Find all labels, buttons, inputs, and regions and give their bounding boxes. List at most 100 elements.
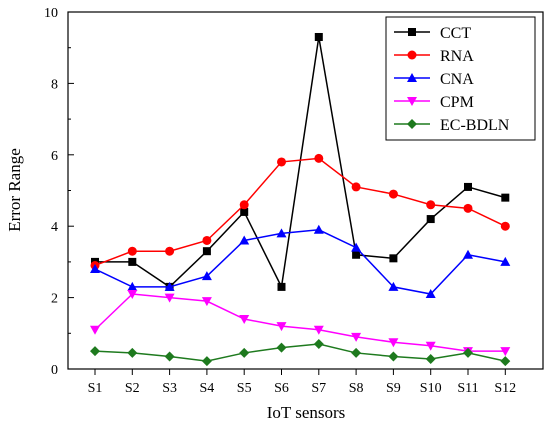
data-point — [90, 346, 100, 357]
data-point — [351, 242, 362, 252]
x-tick-label: S1 — [88, 381, 103, 396]
legend-label: CNA — [440, 71, 474, 88]
x-tick-label: S6 — [274, 381, 289, 396]
data-point — [313, 224, 324, 234]
data-point — [90, 264, 100, 274]
y-tick-label: 10 — [44, 6, 58, 21]
data-point — [388, 351, 399, 362]
data-point — [500, 356, 511, 367]
data-point — [313, 325, 324, 335]
data-point — [500, 221, 510, 231]
x-tick-label: S5 — [237, 381, 252, 396]
data-point — [201, 271, 212, 281]
data-point — [127, 347, 138, 358]
data-point — [463, 249, 473, 259]
data-point — [352, 250, 361, 259]
series-rna — [90, 153, 510, 270]
x-tick-label: S8 — [349, 381, 364, 396]
data-point — [239, 235, 250, 245]
x-axis-title: IoT sensors — [267, 403, 346, 422]
data-point — [389, 254, 398, 263]
legend-item: RNA — [394, 48, 474, 65]
series-line — [94, 293, 506, 352]
data-point — [276, 342, 287, 353]
data-point — [313, 339, 324, 350]
data-point — [463, 347, 473, 358]
x-tick-label: S3 — [162, 381, 177, 396]
data-point — [128, 257, 137, 266]
y-tick-label: 2 — [51, 292, 58, 307]
data-point — [388, 338, 399, 348]
data-point — [202, 247, 211, 256]
data-point — [276, 228, 287, 238]
series-cna — [90, 224, 511, 299]
legend-item: CNA — [394, 71, 474, 88]
legend-marker — [407, 73, 417, 82]
data-point — [90, 325, 100, 335]
legend-marker — [407, 50, 417, 60]
data-point — [277, 282, 286, 291]
data-point — [239, 347, 250, 358]
data-point — [127, 246, 137, 256]
data-point — [500, 347, 511, 357]
data-point — [426, 200, 436, 210]
data-point — [351, 332, 362, 342]
x-tick-label: S12 — [494, 381, 516, 396]
legend-item: EC-BDLN — [394, 117, 510, 134]
y-tick-label: 6 — [51, 149, 58, 164]
data-point — [463, 203, 473, 213]
data-point — [164, 351, 175, 362]
series-line — [94, 343, 506, 362]
data-point — [277, 157, 286, 167]
data-point — [425, 341, 436, 351]
data-point — [127, 290, 138, 300]
legend-item: CCT — [394, 25, 471, 42]
y-axis-title: Error Range — [5, 148, 24, 232]
series-line — [94, 229, 506, 295]
x-tick-label: S2 — [125, 381, 140, 396]
series-ec-bdln — [90, 339, 511, 367]
data-point — [276, 322, 287, 332]
data-point — [314, 153, 324, 163]
data-point — [239, 315, 250, 325]
data-point — [500, 256, 511, 266]
x-tick-label: S7 — [311, 381, 326, 396]
x-tick-label: S10 — [420, 381, 442, 396]
data-point — [240, 207, 249, 216]
data-point — [164, 281, 175, 291]
series-line — [95, 36, 506, 290]
legend-marker — [408, 28, 416, 36]
y-tick-label: 8 — [51, 77, 58, 92]
y-tick-label: 0 — [51, 363, 58, 378]
data-point — [351, 182, 361, 192]
legend-label: EC-BDLN — [440, 117, 510, 134]
data-point — [464, 182, 472, 191]
data-point — [201, 356, 212, 367]
data-point — [426, 215, 435, 224]
data-point — [165, 246, 175, 256]
data-point — [164, 293, 175, 303]
data-point — [201, 297, 212, 307]
x-tick-label: S9 — [386, 381, 401, 396]
data-point — [202, 235, 212, 245]
data-point — [351, 347, 362, 358]
legend-marker — [407, 119, 417, 129]
legend-label: RNA — [440, 48, 474, 65]
data-point — [388, 189, 398, 199]
x-tick-label: S4 — [200, 381, 215, 396]
data-point — [501, 193, 510, 202]
legend-item: CPM — [394, 94, 474, 111]
legend-label: CPM — [440, 94, 474, 111]
series-cpm — [90, 290, 511, 357]
data-point — [314, 32, 323, 41]
y-tick-label: 4 — [51, 220, 58, 235]
data-point — [127, 281, 138, 291]
legend-marker — [407, 97, 417, 106]
data-point — [425, 354, 436, 365]
data-point — [239, 200, 249, 210]
legend-label: CCT — [440, 25, 471, 42]
data-point — [425, 289, 436, 299]
x-tick-label: S11 — [457, 381, 478, 396]
data-point — [388, 281, 399, 291]
